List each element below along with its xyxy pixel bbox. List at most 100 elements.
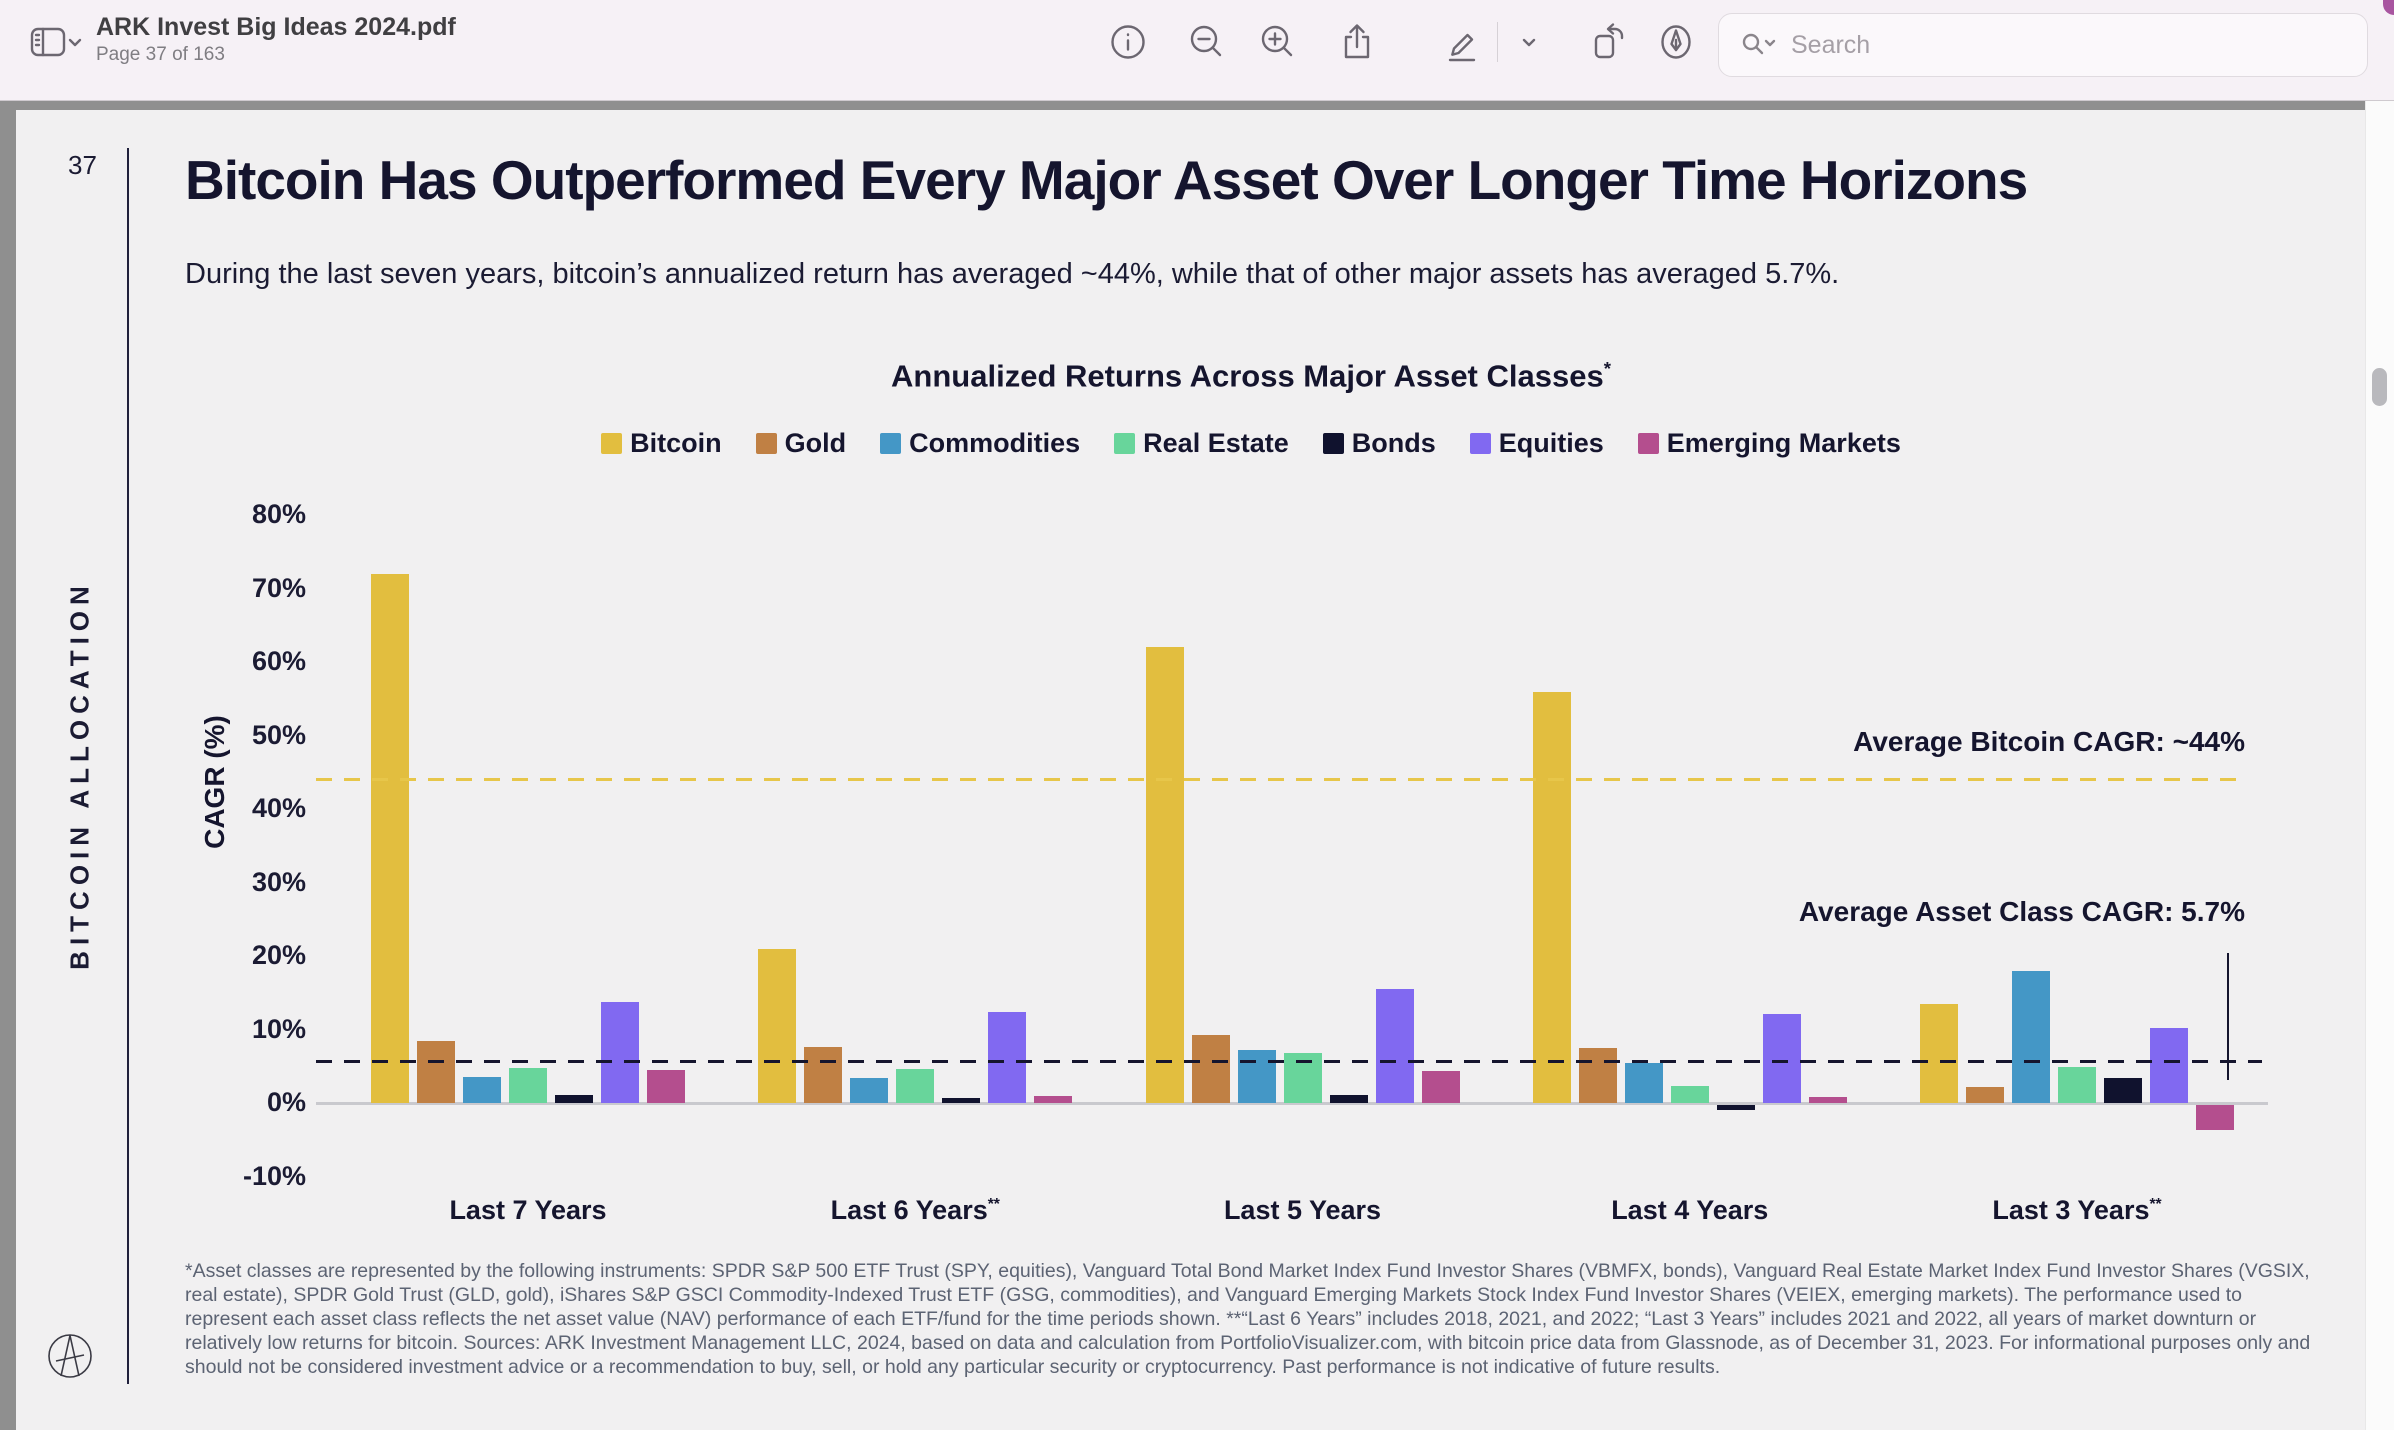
bar-real-estate [1670,1085,1709,1104]
legend-item: Commodities [880,428,1080,459]
x-axis-label-text: Last 4 Years [1611,1195,1769,1225]
x-axis-label-text: Last 5 Years [1223,1195,1382,1225]
x-axis-label: Last 4 Years [1500,1195,1880,1226]
bar-bitcoin [1532,691,1571,1104]
legend-swatch [1322,433,1344,454]
x-axis-label: Last 3 Years** [1887,1195,2267,1226]
share-icon [1344,24,1370,59]
slide-page-number: 37 [68,150,97,180]
reference-line [316,1060,2262,1064]
bar-commodities [1237,1049,1276,1104]
bar-bonds [2104,1077,2142,1104]
y-tick-label: 20% [251,940,306,971]
y-tick-label: 80% [251,499,306,529]
legend-item: Real Estate [1114,428,1289,459]
scrollbar-thumb[interactable] [2372,368,2387,406]
bar-equities [988,1012,1027,1104]
markup-options-button[interactable] [1513,18,1545,66]
bar-bonds [942,1097,981,1104]
markup-pencil-icon [1448,33,1476,62]
info-button[interactable] [1104,18,1152,66]
zoom-in-button[interactable] [1254,18,1302,66]
scrollbar-track[interactable] [2365,101,2394,1430]
zoom-in-icon [1261,25,1293,57]
x-axis-label-footnote-marker: ** [2149,1196,2162,1213]
bar-equities [1375,988,1414,1104]
bar-bonds [1329,1095,1368,1104]
sidebar-chevron-button[interactable] [62,18,88,66]
annotation-vertical-line [2227,953,2229,1080]
legend-swatch [880,433,902,454]
share-button[interactable] [1333,18,1381,66]
toolbar: ARK Invest Big Ideas 2024.pdf Page 37 of… [0,0,2394,101]
bar-bitcoin [758,948,797,1104]
legend-label: Bitcoin [630,428,722,458]
bar-emerging-markets [2196,1104,2234,1130]
page-indicator: Page 37 of 163 [96,44,225,65]
search-field[interactable] [1718,13,2368,77]
bar-real-estate [2058,1067,2096,1104]
reference-line-label: Average Bitcoin CAGR: ~44% [1853,725,2245,757]
legend-swatch [755,433,777,454]
rotate-button[interactable] [1583,18,1631,66]
x-axis-line [316,1102,2268,1105]
x-axis-label: Last 6 Years** [725,1195,1105,1226]
fill-and-sign-button[interactable] [1652,18,1700,66]
x-axis-label-text: Last 3 Years [1992,1195,2150,1225]
chart-title-text: Annualized Returns Across Major Asset Cl… [891,358,1604,394]
x-axis-label-text: Last 6 Years [830,1195,988,1225]
bar-bonds [1716,1104,1755,1111]
markup-button[interactable] [1438,18,1486,66]
section-label: BITCOIN ALLOCATION [64,580,95,970]
y-tick-label: 40% [251,793,306,824]
sidebar-toggle-button[interactable] [24,18,72,66]
bar-real-estate [509,1068,547,1104]
reference-line-label: Average Asset Class CAGR: 5.7% [1798,895,2245,927]
slide-divider-line [127,148,129,1384]
pen-nib-icon [1661,25,1691,59]
legend-item: Emerging Markets [1637,428,1901,459]
y-tick-label: 70% [251,572,306,603]
slide-footnote: *Asset classes are represented by the fo… [185,1260,2311,1378]
chevron-down-icon [1522,38,1536,47]
legend-item: Gold [755,428,847,459]
chart-title-footnote-marker: * [1603,358,1611,379]
legend-item: Bitcoin [601,428,722,459]
rotate-icon [1594,23,1624,59]
chart-legend: Bitcoin Gold Commodities Real Estate Bonds Eq… [277,428,2225,459]
slide-subtitle: During the last seven years, bitcoin’s a… [185,258,1840,290]
legend-item: Equities [1469,428,1604,459]
bar-emerging-markets [1034,1096,1073,1104]
legend-label: Real Estate [1143,428,1289,458]
zoom-out-button[interactable] [1183,18,1231,66]
y-tick-label: -10% [242,1161,306,1191]
bar-bitcoin [371,573,409,1104]
y-tick-label: 10% [251,1013,306,1044]
bar-gold [1191,1035,1230,1104]
document-title-block: ARK Invest Big Ideas 2024.pdf Page 37 of… [96,12,456,68]
toolbar-divider [1497,22,1498,62]
legend-label: Equities [1498,428,1604,458]
bar-real-estate [896,1068,935,1104]
zoom-out-icon [1190,25,1222,57]
x-axis-label: Last 7 Years [338,1195,718,1226]
x-axis-label: Last 5 Years [1113,1195,1493,1226]
bar-commodities [850,1078,889,1104]
bar-commodities [463,1076,501,1104]
chart-title: Annualized Returns Across Major Asset Cl… [277,358,2225,394]
sidebar-icon [30,27,66,57]
bar-commodities [1624,1062,1663,1104]
legend-swatch [1469,433,1491,454]
legend-swatch [1114,433,1136,454]
slide-title: Bitcoin Has Outperformed Every Major Ass… [185,149,2028,211]
bar-emerging-markets [1808,1096,1847,1104]
reference-line [316,778,2248,782]
chevron-down-icon [68,38,82,47]
legend-item: Bonds [1322,428,1436,459]
search-input[interactable] [1789,29,2367,61]
y-tick-label: 50% [251,719,306,750]
bar-gold [1578,1047,1617,1104]
legend-label: Gold [784,428,847,458]
bar-bitcoin [1145,647,1184,1104]
